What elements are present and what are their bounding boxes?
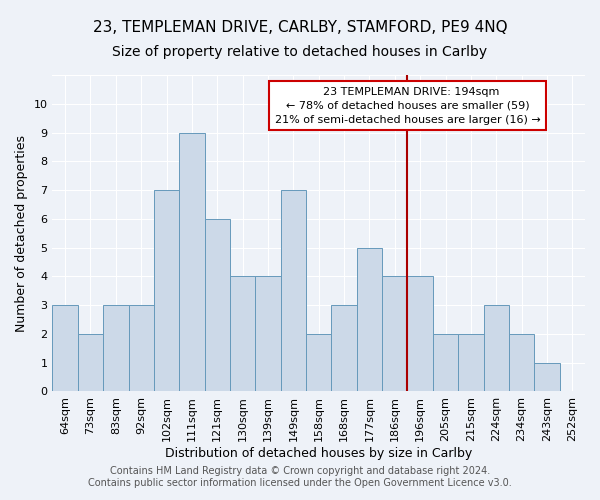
Y-axis label: Number of detached properties: Number of detached properties	[15, 134, 28, 332]
Text: 23, TEMPLEMAN DRIVE, CARLBY, STAMFORD, PE9 4NQ: 23, TEMPLEMAN DRIVE, CARLBY, STAMFORD, P…	[92, 20, 508, 35]
Bar	[256, 276, 281, 392]
Bar	[407, 276, 433, 392]
Bar	[179, 132, 205, 392]
Bar	[103, 305, 128, 392]
Bar	[128, 305, 154, 392]
Bar	[458, 334, 484, 392]
Bar	[509, 334, 534, 392]
Bar	[484, 305, 509, 392]
Bar	[433, 334, 458, 392]
Bar	[306, 334, 331, 392]
Text: 23 TEMPLEMAN DRIVE: 194sqm
← 78% of detached houses are smaller (59)
21% of semi: 23 TEMPLEMAN DRIVE: 194sqm ← 78% of deta…	[275, 86, 541, 124]
X-axis label: Distribution of detached houses by size in Carlby: Distribution of detached houses by size …	[165, 447, 472, 460]
Bar	[331, 305, 357, 392]
Text: Contains HM Land Registry data © Crown copyright and database right 2024.
Contai: Contains HM Land Registry data © Crown c…	[88, 466, 512, 487]
Bar	[78, 334, 103, 392]
Text: Size of property relative to detached houses in Carlby: Size of property relative to detached ho…	[112, 45, 488, 59]
Bar	[534, 362, 560, 392]
Bar	[154, 190, 179, 392]
Bar	[230, 276, 256, 392]
Bar	[357, 248, 382, 392]
Bar	[281, 190, 306, 392]
Bar	[382, 276, 407, 392]
Bar	[205, 219, 230, 392]
Bar	[52, 305, 78, 392]
